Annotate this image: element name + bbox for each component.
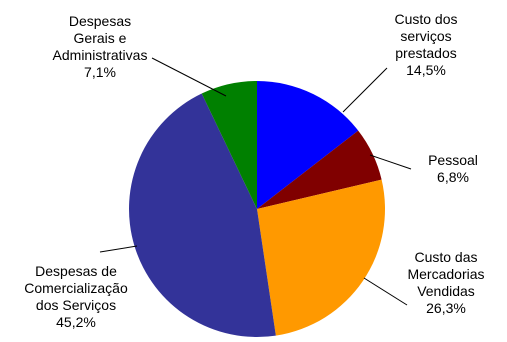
- slice-name-line: Pessoal: [428, 152, 478, 168]
- pie-slices: [129, 81, 386, 337]
- slice-name-line: serviços: [400, 28, 451, 44]
- slice-name-line: Mercadorias: [407, 266, 484, 282]
- leader-line-0: [342, 67, 388, 113]
- slice-label-4: Despesas Gerais e Administrativas 7,1%: [53, 13, 148, 80]
- slice-value-label: 6,8%: [437, 169, 469, 185]
- pie-slice-3: [129, 93, 276, 337]
- slice-value-label: 14,5%: [406, 62, 446, 78]
- slice-name-line: Comercialização: [24, 280, 128, 296]
- pie-slice-2: [257, 179, 386, 336]
- slice-name-line: prestados: [395, 45, 456, 61]
- leader-line-1: [369, 154, 412, 170]
- slice-label-1: Pessoal 6,8%: [428, 152, 478, 185]
- slice-name-line: Custo dos: [394, 11, 457, 27]
- leader-lines: [99, 57, 412, 306]
- slice-label-3: Despesas de Comercialização dos Serviços 45…: [24, 263, 128, 330]
- pie-slice-4: [201, 81, 257, 209]
- slice-labels: Custo dos serviços prestados 14,5% Pessoal 6,…: [24, 11, 484, 330]
- pie-slice-1: [257, 130, 382, 209]
- slice-name-line: Gerais e: [74, 30, 127, 46]
- slice-name-line: dos Serviços: [36, 297, 116, 313]
- slice-name-line: Administrativas: [53, 47, 148, 63]
- slice-value-label: 7,1%: [84, 64, 116, 80]
- slice-label-0: Custo dos serviços prestados 14,5%: [394, 11, 457, 78]
- slice-value-label: 45,2%: [56, 314, 96, 330]
- slice-name-line: Despesas: [69, 13, 131, 29]
- pie-slice-0: [257, 81, 359, 209]
- slice-name-line: Vendidas: [417, 283, 475, 299]
- slice-name-line: Despesas de: [35, 263, 117, 279]
- leader-line-2: [363, 277, 408, 306]
- leader-line-3: [99, 245, 138, 253]
- leader-line-4: [151, 57, 227, 97]
- slice-name-line: Custo das: [414, 249, 477, 265]
- slice-value-label: 26,3%: [426, 300, 466, 316]
- slice-label-2: Custo das Mercadorias Vendidas 26,3%: [407, 249, 484, 316]
